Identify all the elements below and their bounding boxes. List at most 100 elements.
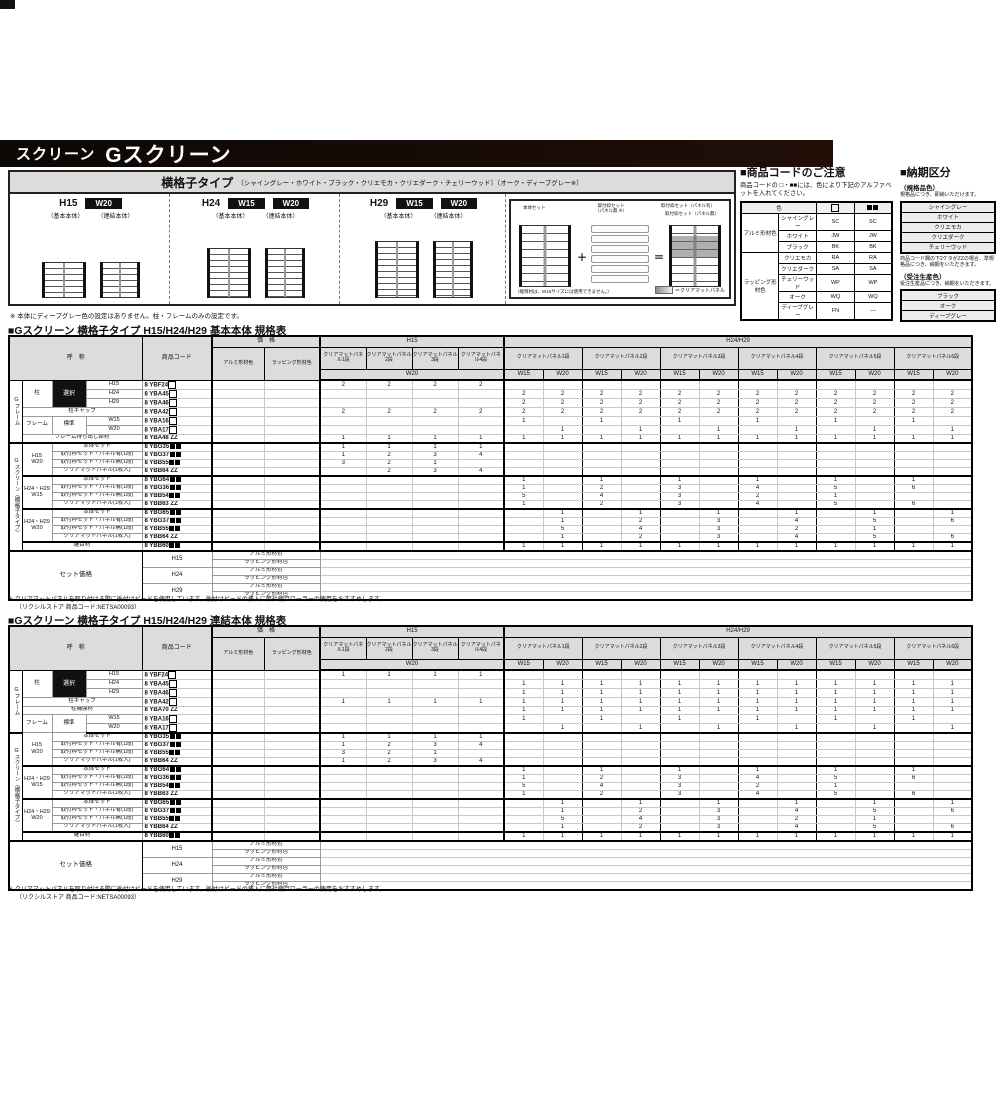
spec-value bbox=[776, 748, 817, 758]
set-price-row: ラッピング形材色 bbox=[9, 880, 973, 890]
spec-value: 1 bbox=[776, 433, 817, 444]
spec-value: 1 bbox=[411, 748, 459, 758]
header-w20: W20 bbox=[319, 658, 506, 671]
spec-value bbox=[542, 499, 583, 510]
spec-value bbox=[542, 740, 583, 750]
price-cell-alumi bbox=[211, 713, 265, 724]
row-label: Gフレーム bbox=[8, 669, 23, 734]
spec-value: 4 bbox=[581, 491, 622, 501]
spec-value bbox=[411, 806, 459, 816]
filled-box-icon bbox=[169, 775, 175, 780]
screen-illustration bbox=[264, 248, 305, 298]
color-column-header: 色 bbox=[740, 201, 817, 214]
spec-value: 1 bbox=[893, 678, 934, 689]
spec-value: 4 bbox=[737, 789, 778, 800]
filled-box-icon bbox=[175, 783, 181, 788]
spec-value bbox=[620, 458, 661, 468]
spec-value bbox=[411, 532, 459, 543]
filled-box-icon bbox=[169, 750, 175, 755]
spec-value: 3 bbox=[698, 532, 739, 543]
spec-value bbox=[893, 424, 934, 435]
spec-value: 2 bbox=[815, 397, 856, 408]
spec-value bbox=[620, 740, 661, 750]
spec-value: 1 bbox=[581, 415, 622, 426]
spec-value: 5 bbox=[854, 806, 895, 816]
spec-value: 1 bbox=[854, 687, 895, 698]
spec-value bbox=[737, 424, 778, 435]
spec-value bbox=[815, 748, 856, 758]
spec-value bbox=[737, 814, 778, 824]
spec-value bbox=[698, 491, 739, 501]
color-name: クリエダーク bbox=[778, 262, 817, 275]
header-w15: W15 bbox=[581, 658, 622, 671]
row-label: Gフレーム bbox=[8, 379, 23, 444]
spec-value: 1 bbox=[815, 678, 856, 689]
spec-value bbox=[457, 541, 506, 551]
product-code: 8 YBF24 bbox=[141, 669, 214, 680]
spec-value: 1 bbox=[503, 789, 544, 800]
spec-value: 1 bbox=[620, 722, 661, 734]
spec-value: 2 bbox=[854, 388, 895, 399]
spec-value: 3 bbox=[659, 499, 700, 510]
filled-box-icon bbox=[169, 799, 175, 805]
spec-value bbox=[365, 789, 413, 800]
footnote-line-1: ※ クリアマットパネルを取り付ける際に後付けビードを使用しています。後付けビード… bbox=[8, 887, 386, 893]
price-cell-wrap bbox=[263, 491, 322, 501]
price-cell-alumi bbox=[211, 475, 265, 485]
set-price-empty bbox=[319, 549, 973, 560]
spec-value bbox=[698, 458, 739, 468]
product-code: 8 YBA16 bbox=[141, 713, 214, 724]
spec-value bbox=[893, 756, 934, 767]
set-price-color-label: ラッピング形材色 bbox=[211, 880, 321, 890]
color-code-open: WQ bbox=[816, 290, 855, 303]
spec-value: 1 bbox=[503, 541, 544, 551]
spec-row: クリアマットパネル(1枚入) 8 YBB64 ZZ 1 2 3 4 bbox=[9, 756, 973, 767]
filled-box-icon bbox=[169, 443, 175, 449]
set-price-empty bbox=[319, 864, 973, 874]
spec-value bbox=[581, 516, 622, 526]
spec-value bbox=[365, 483, 413, 493]
spec-value: 2 bbox=[815, 388, 856, 399]
product-code: 8 YBB64 ZZ bbox=[141, 466, 214, 477]
product-section: H29 W15 W20 （基本本体） （連結本体） bbox=[340, 194, 506, 304]
code-notice-body: 商品コードの □・■■には、色により下記のアルファベットを入れてください。 bbox=[740, 182, 892, 197]
set-price-row: セット価格 H15 アルミ形材色 bbox=[8, 839, 973, 890]
spec-value bbox=[659, 532, 700, 543]
spec-value: 1 bbox=[659, 678, 700, 689]
spec-value: 2 bbox=[542, 397, 583, 408]
spec-value: 1 bbox=[932, 722, 973, 734]
spec-value bbox=[659, 442, 700, 452]
spec-value bbox=[457, 831, 506, 841]
spec-value: 1 bbox=[815, 705, 856, 715]
price-cell-wrap bbox=[263, 740, 322, 750]
price-cell-alumi bbox=[211, 765, 265, 775]
spec-value bbox=[815, 798, 856, 808]
spec-value: 1 bbox=[503, 831, 544, 841]
open-box-icon bbox=[168, 723, 177, 731]
open-box-icon bbox=[168, 381, 177, 388]
set-price-empty bbox=[319, 848, 973, 858]
spec-value bbox=[503, 722, 544, 734]
product-code: 8 YBA16 bbox=[141, 415, 214, 426]
header-w20: W20 bbox=[932, 368, 973, 381]
spec-value: 5 bbox=[815, 483, 856, 493]
spec-value bbox=[620, 499, 661, 510]
header-wrap-color: ラッピング形材色 bbox=[263, 346, 322, 381]
spec-value bbox=[776, 669, 817, 680]
spec-value: 3 bbox=[698, 524, 739, 534]
spec-value: 4 bbox=[620, 814, 661, 824]
screen-illustration bbox=[41, 262, 86, 298]
spec-value bbox=[854, 748, 895, 758]
spec-value: 4 bbox=[457, 466, 506, 477]
spec-header-row: W20 W15 W20 W15 W20 W15 W20 W15 W20 W15 W20 W15 W20 bbox=[9, 368, 973, 381]
spec-value bbox=[893, 814, 934, 824]
spec-value bbox=[737, 524, 778, 534]
spec-table: 呼 称商品コード価 格 H15 H24/H29 アルミ形材色 ラッピング形材色 クリアマッ… bbox=[8, 625, 974, 891]
spec-value: 1 bbox=[581, 765, 622, 775]
product-caption: （基本本体） bbox=[47, 214, 84, 220]
header-panel-column: クリアマットパネル1段 bbox=[319, 346, 367, 370]
price-cell-alumi bbox=[211, 732, 265, 742]
header-h15-group: H15 bbox=[319, 625, 506, 638]
spec-value: 1 bbox=[542, 678, 583, 689]
row-label: クリアマットパネル(1枚入) bbox=[51, 756, 143, 767]
